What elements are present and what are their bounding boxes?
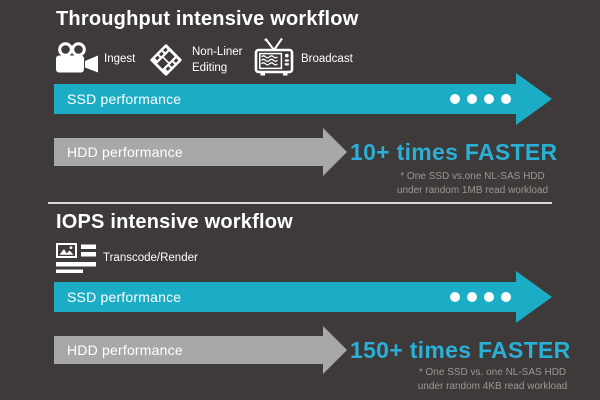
transcode-render-label-text: Transcode/Render [103,252,198,264]
result-text: 150+ times FASTER [350,337,571,363]
footnote-line2: under random 1MB read workload [396,184,549,196]
broadcast-icon [254,37,294,76]
dot [450,94,460,104]
transcode-render-label: Transcode/Render [103,251,198,267]
ssd-arrow-head [516,271,552,323]
hdd-performance-arrow: HDD performance [54,138,323,166]
ssd-arrow-label: SSD performance [67,289,182,305]
ingest-label: Ingest [104,52,135,68]
hdd-arrow-label: HDD performance [67,144,183,160]
dot [450,292,460,302]
broadcast-label-text: Broadcast [301,53,353,65]
dot [467,292,477,302]
non-linear-editing-icon [150,44,182,76]
transcode-render-icon [56,243,96,273]
performance-dots [450,292,511,302]
ssd-arrow-label: SSD performance [67,91,182,107]
footnote: * One SSD vs. one NL-SAS HDD under rando… [385,366,600,393]
section-title: IOPS intensive workflow [56,211,293,233]
broadcast-label: Broadcast [301,52,353,68]
dot [467,94,477,104]
dot [501,292,511,302]
footnote-line1: * One SSD vs.one NL-SAS HDD [400,171,545,182]
hdd-performance-arrow: HDD performance [54,336,323,364]
section-iops: IOPS intensive workflow Transcode/Render… [0,198,600,398]
dot [484,292,494,302]
hdd-arrow-head [323,128,347,176]
non-linear-editing-label-line2: Editing [192,61,228,74]
footnote-line2: under random 4KB read workload [417,380,568,392]
performance-dots [450,94,511,104]
ingest-icon [56,42,98,73]
footnote: * One SSD vs.one NL-SAS HDD under random… [365,170,580,197]
ingest-label-text: Ingest [104,53,136,65]
footnote-line1: * One SSD vs. one NL-SAS HDD [418,367,567,378]
hdd-arrow-head [323,326,347,374]
ssd-arrow-head [516,73,552,125]
dot [501,94,511,104]
section-title: Throughput intensive workflow [56,8,359,30]
ssd-performance-arrow: SSD performance [54,84,516,114]
non-linear-editing-label: Non-Liner Editing [192,45,243,76]
section-divider [48,202,552,204]
dot [484,94,494,104]
section-throughput: Throughput intensive workflow Ingest [54,8,580,197]
hdd-arrow-label: HDD performance [67,342,183,358]
ssd-performance-arrow: SSD performance [54,282,516,312]
non-linear-editing-label-line1: Non-Liner [192,46,243,58]
result-text: 10+ times FASTER [350,139,558,165]
